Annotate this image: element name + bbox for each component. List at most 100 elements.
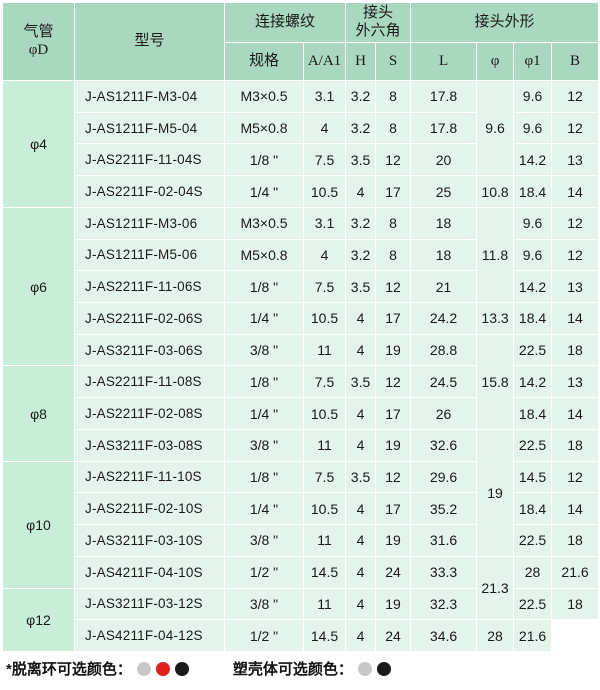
hex-header: 接头 外六角 (345, 2, 412, 43)
a-cell: 7.5 (302, 365, 347, 399)
h-cell: 3.5 (345, 143, 377, 177)
l-header: L (410, 42, 478, 81)
h-cell: 3.5 (345, 270, 377, 304)
spec-cell: 1/4 " (224, 397, 304, 430)
model-cell: J-AS4211F-04-10S (74, 555, 225, 589)
table-row: φ12 J-AS3211F-03-12S 3/8 " 11 4 19 32.3 22.5 18 (2, 587, 600, 652)
h-cell: 4 (345, 302, 377, 335)
phi-cell: 9.6 (476, 79, 515, 177)
spec-cell: 1/4 " (224, 175, 304, 208)
b-cell: 18 (551, 524, 600, 557)
s-cell: 19 (375, 524, 412, 557)
a-cell: 3.1 (302, 206, 347, 240)
spec-table: 气管 φD 型号 连接螺纹 接头 外六角 接头外形 规格 A/A1 H S L φ … (2, 2, 600, 652)
model-cell: J-AS3211F-03-08S (74, 428, 225, 462)
b-cell: 18 (551, 333, 600, 367)
spec-cell: M5×0.8 (224, 238, 304, 272)
h-cell: 4 (345, 333, 377, 367)
a-cell: 11 (302, 524, 347, 557)
spec-cell: 3/8 " (224, 587, 304, 621)
model-header: 型号 (74, 2, 225, 81)
tube-od-cell: φ4 (2, 80, 75, 208)
od-header: 气管 φD (2, 2, 75, 81)
h-cell: 4 (345, 555, 377, 589)
spec-cell: 1/8 " (224, 365, 304, 399)
body-color-label: 塑壳体可选颜色： (232, 660, 353, 678)
table-row: J-AS3211F-03-06S 3/8 " 11 4 19 28.8 15.8 22.5 18 (3, 333, 600, 430)
a-cell: 7.5 (302, 460, 347, 494)
l-cell: 18 (410, 238, 478, 272)
table-row: J-AS2211F-02-06S 1/4 " 10.5 4 17 24.2 13.3 18.4… (3, 302, 600, 335)
tube-od-cell: φ6 (2, 206, 75, 367)
h-cell: 4 (345, 587, 377, 621)
a-cell: 11 (302, 428, 347, 462)
phi-header: φ (476, 42, 515, 81)
table-row: J-AS1211F-M5-04 M5×0.8 4 3.2 8 17.8 9.6 12 (3, 111, 600, 145)
h-cell: 4 (345, 619, 377, 652)
b-cell: 12 (551, 238, 600, 272)
spec-cell: 1/4 " (224, 302, 304, 335)
phi1-cell: 14.2 (513, 270, 553, 304)
b-cell: 21.6 (513, 619, 553, 652)
thread-header: 连接螺纹 (223, 2, 347, 43)
phi-cell: 11.8 (476, 206, 515, 304)
phi-cell: 15.8 (476, 333, 515, 430)
s-cell: 8 (375, 80, 412, 113)
spec-cell: 1/8 " (224, 143, 304, 177)
l-cell: 35.2 (410, 492, 478, 526)
spec-cell: 3/8 " (224, 524, 304, 557)
model-cell: J-AS1211F-M3-04 (74, 80, 225, 113)
a-cell: 4 (302, 111, 347, 145)
model-cell: J-AS2211F-11-04S (74, 143, 225, 177)
l-cell: 17.8 (410, 80, 478, 113)
phi1-cell: 22.5 (513, 428, 553, 462)
ring-color-swatch (155, 661, 170, 676)
l-cell: 33.3 (410, 555, 478, 589)
s-cell: 12 (375, 143, 412, 177)
table-row: J-AS1211F-M5-06 M5×0.8 4 3.2 8 18 9.6 12 (3, 238, 600, 272)
l-cell: 24.5 (410, 365, 478, 399)
phi1-cell: 9.6 (513, 80, 553, 113)
a-cell: 10.5 (302, 397, 347, 430)
s-cell: 12 (375, 270, 412, 304)
s-cell: 17 (375, 175, 412, 208)
table-row: J-AS2211F-11-04S 1/8 " 7.5 3.5 12 20 14.2 13 (3, 143, 600, 177)
l-cell: 21 (410, 270, 478, 304)
phi-cell: 10.8 (476, 175, 515, 208)
h-cell: 4 (345, 428, 377, 462)
h-cell: 4 (345, 397, 377, 430)
h-cell: 3.2 (345, 238, 377, 272)
l-cell: 20 (410, 143, 478, 177)
phi1-cell: 14.2 (513, 143, 553, 177)
ring-color-swatches (132, 660, 189, 677)
model-cell: J-AS2211F-02-04S (74, 175, 225, 208)
h-cell: 4 (345, 524, 377, 557)
s-cell: 17 (375, 397, 412, 430)
h-cell: 3.5 (345, 365, 377, 399)
model-cell: J-AS1211F-M5-06 (74, 238, 225, 272)
l-cell: 34.6 (410, 619, 478, 652)
model-cell: J-AS2211F-02-08S (74, 397, 225, 430)
spec-cell: 3/8 " (224, 428, 304, 462)
l-cell: 29.6 (410, 460, 478, 494)
s-cell: 19 (375, 587, 412, 621)
table-row: φ4 J-AS1211F-M3-04 M3×0.5 3.1 3.2 8 17.8 9.6 9.6… (2, 79, 600, 208)
model-cell: J-AS2211F-02-06S (74, 302, 225, 335)
model-cell: J-AS3211F-03-06S (74, 333, 225, 367)
tube-od-cell: φ10 (2, 460, 75, 589)
phi-cell: 19 (476, 428, 515, 557)
b-cell: 12 (551, 206, 600, 240)
table-row: J-AS2211F-11-06S 1/8 " 7.5 3.5 12 21 14.2 13 (3, 270, 600, 304)
b-cell: 13 (551, 365, 600, 399)
s-cell: 24 (375, 555, 412, 589)
model-cell: J-AS2211F-11-10S (74, 460, 225, 494)
phi1-cell: 14.5 (513, 460, 553, 494)
h-header: H (345, 42, 377, 81)
phi1-cell: 9.6 (513, 111, 553, 145)
model-cell: J-AS3211F-03-10S (74, 524, 225, 557)
model-cell: J-AS1211F-M3-06 (74, 206, 225, 240)
h-cell: 3.5 (345, 460, 377, 494)
spec-cell: 1/8 " (224, 270, 304, 304)
a-cell: 11 (302, 587, 347, 621)
